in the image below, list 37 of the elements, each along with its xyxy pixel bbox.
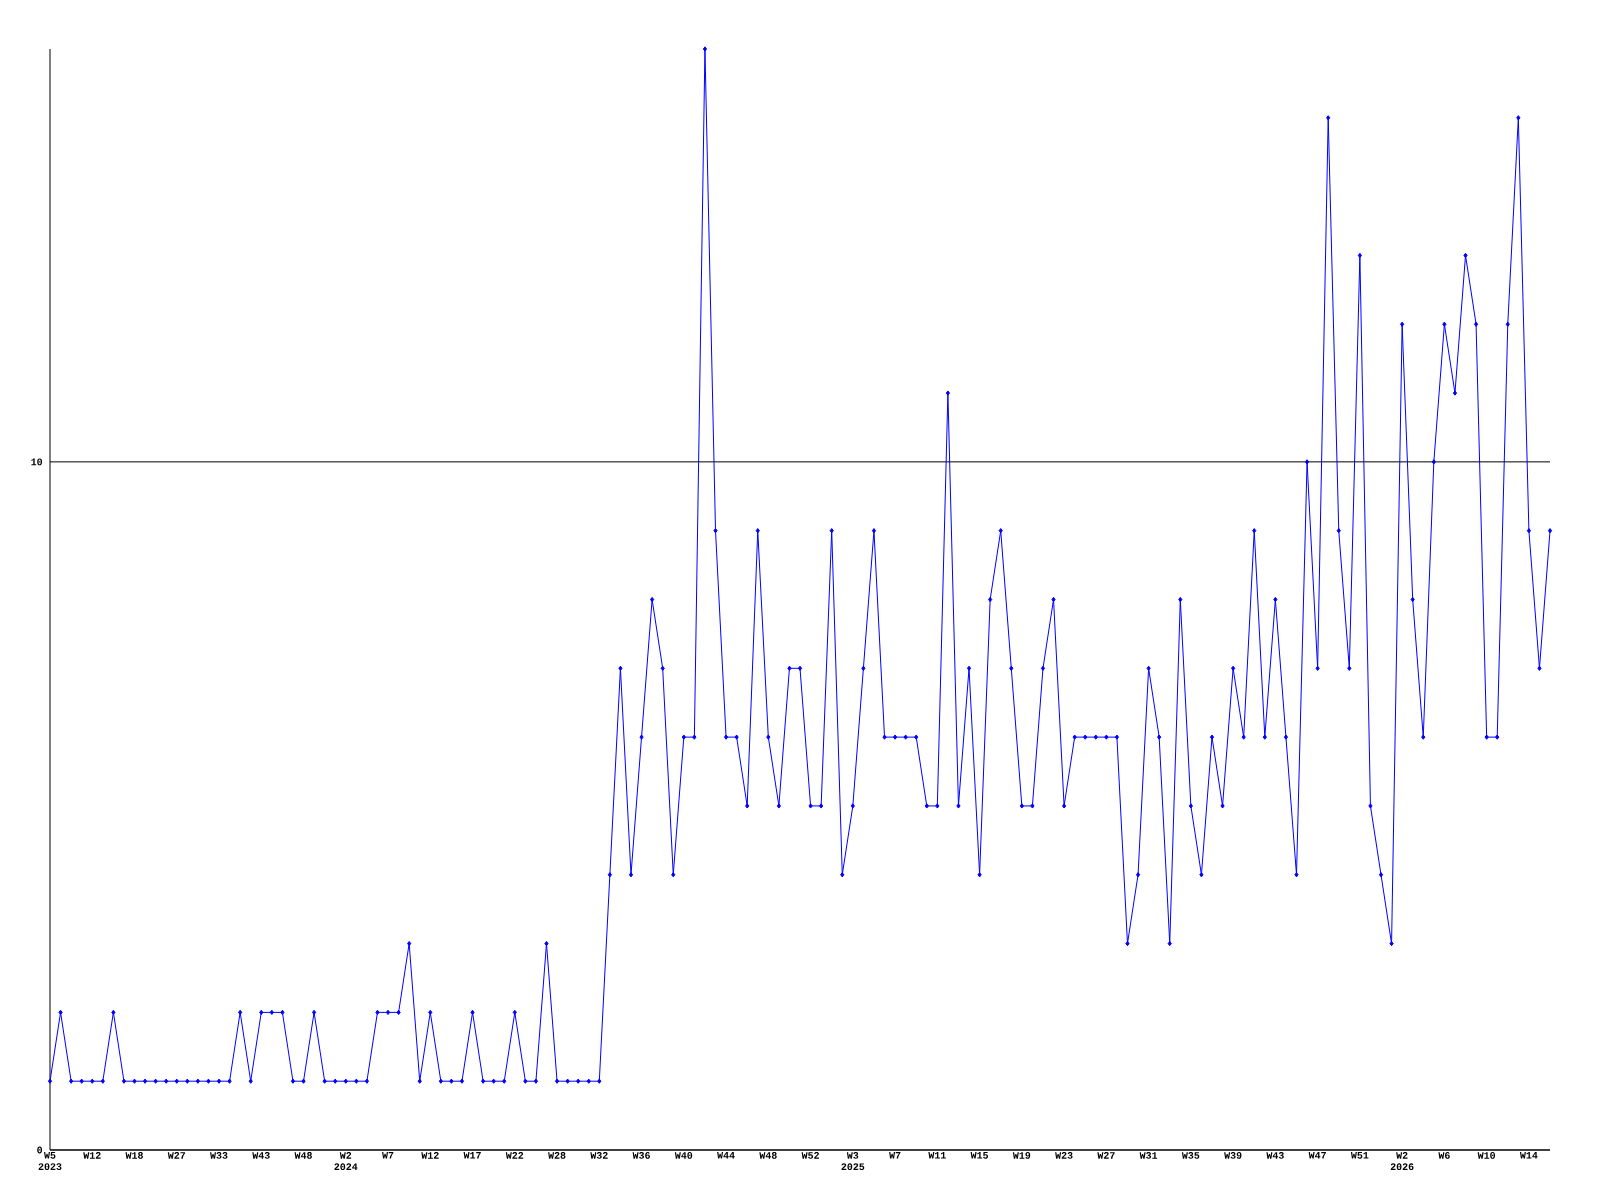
x-tick-label: W2 2026 [1390,1152,1414,1171]
x-tick-label: W3 2025 [841,1152,865,1171]
x-tick-label: W10 [1477,1152,1496,1159]
x-tick-label: W31 [1139,1152,1158,1159]
x-tick-label: W7 [889,1152,901,1159]
x-tick-label: W14 [1519,1152,1538,1159]
y-tick-label: 10 [31,458,43,466]
x-tick-label: W19 [1012,1152,1031,1159]
x-tick-label: W52 [801,1152,819,1159]
x-tick-label: W43 [1266,1152,1284,1159]
x-tick-label: W28 [548,1152,566,1159]
y-tick-label: 0 [37,1146,43,1154]
x-tick-label: W48 [294,1152,312,1159]
x-tick-label: W27 [167,1152,186,1159]
x-tick-label: W51 [1350,1152,1369,1159]
x-tick-label: W15 [970,1152,989,1159]
x-tick-label: W27 [1097,1152,1115,1159]
x-tick-label: W12 [83,1152,101,1159]
x-tick-label: W33 [210,1152,228,1159]
x-tick-label: W23 [1055,1152,1073,1159]
x-tick-label: W12 [421,1152,439,1159]
x-tick-label: W7 [382,1152,394,1159]
x-tick-label: W39 [1224,1152,1242,1159]
x-tick-label: W6 [1438,1152,1450,1159]
x-tick-label: W44 [717,1152,735,1159]
x-tick-label: W48 [759,1152,777,1159]
x-tick-label: W36 [632,1152,650,1159]
x-tick-label: W40 [674,1152,693,1159]
x-tick-label: W22 [505,1152,524,1159]
x-tick-label: W32 [590,1152,608,1159]
x-tick-label: W11 [928,1152,946,1159]
x-tick-label: W43 [252,1152,270,1159]
x-tick-label: W47 [1308,1152,1326,1159]
x-tick-label: W2 2024 [334,1152,358,1171]
x-tick-label: W35 [1181,1152,1200,1159]
x-tick-label: W18 [125,1152,143,1159]
x-tick-label: W17 [463,1152,481,1159]
